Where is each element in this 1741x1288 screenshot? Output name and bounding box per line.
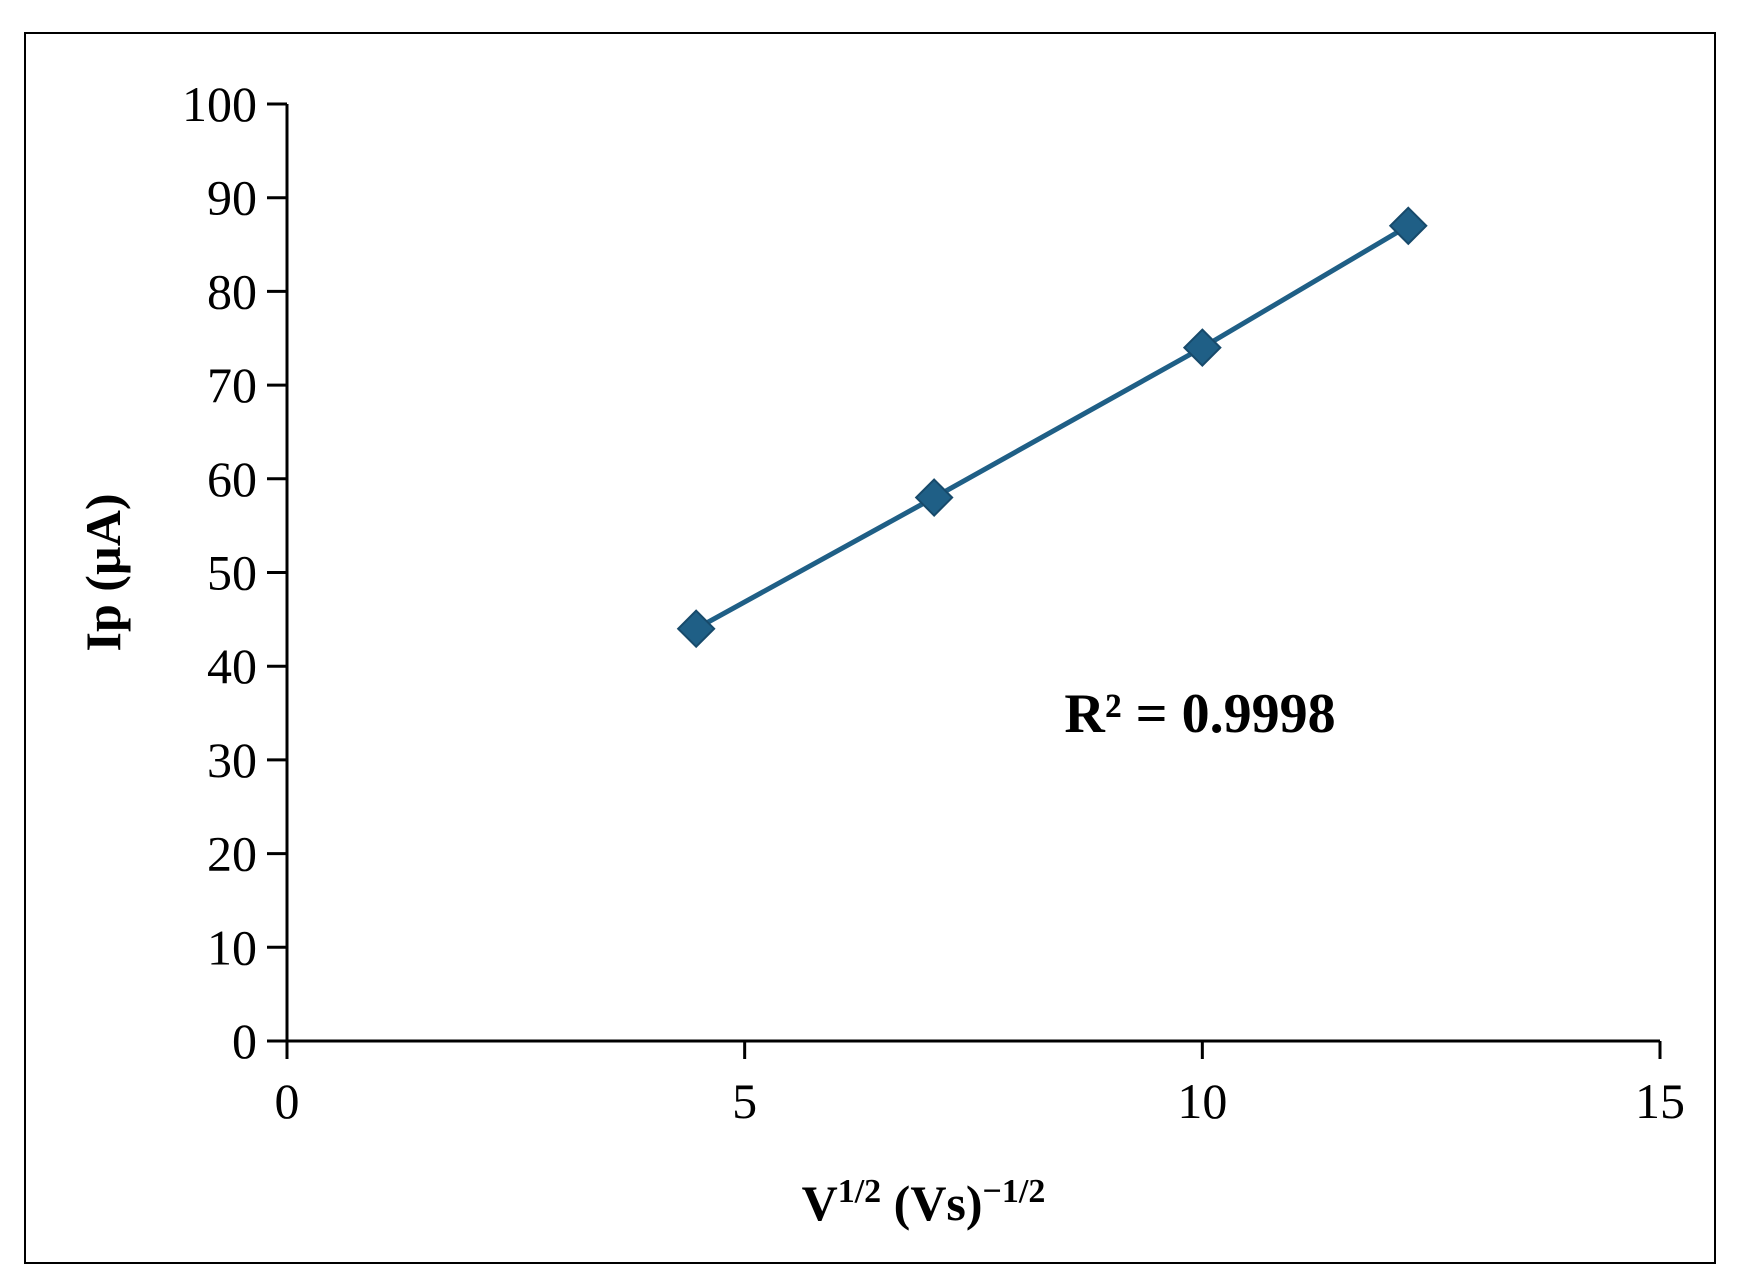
y-tick-label: 50 [207,545,257,601]
x-axis-title-sup1: 1/2 [838,1173,881,1210]
x-axis-title-mid: (Vs) [881,1175,982,1231]
y-axis-title: Ip (µA) [75,494,131,652]
y-tick-label: 70 [207,357,257,413]
series [676,206,1428,649]
y-tick-label: 100 [182,76,257,132]
x-axis-title: V1/2 (Vs)−1/2 [802,1173,1046,1232]
x-tick-label: 10 [1177,1073,1227,1129]
y-tick-label: 20 [207,826,257,882]
x-tick-label: 0 [275,1073,300,1129]
axes [285,104,1660,1043]
x-tick-label: 15 [1635,1073,1685,1129]
y-tick-label: 0 [232,1013,257,1069]
y-tick-label: 60 [207,451,257,507]
data-point [914,478,954,517]
x-axis-title-sup2: −1/2 [983,1173,1046,1210]
r-squared-annotation: R² = 0.9998 [1064,683,1335,745]
data-point [1388,206,1428,246]
chart-frame [24,32,1716,1264]
y-tick-label: 40 [207,638,257,694]
y-tick-label: 90 [207,170,257,226]
x-tick-label: 5 [732,1073,757,1129]
y-tick-label: 30 [207,732,257,788]
y-tick-label: 10 [207,919,257,975]
y-ticks: 0 10 20 30 40 50 60 70 80 90 100 [182,76,287,1069]
x-ticks: 0 5 10 15 [275,1041,1685,1129]
data-point [1182,328,1222,368]
data-point [676,609,716,649]
y-tick-label: 80 [207,263,257,319]
series-line [694,223,1410,631]
x-axis-title-base: V [802,1175,838,1231]
